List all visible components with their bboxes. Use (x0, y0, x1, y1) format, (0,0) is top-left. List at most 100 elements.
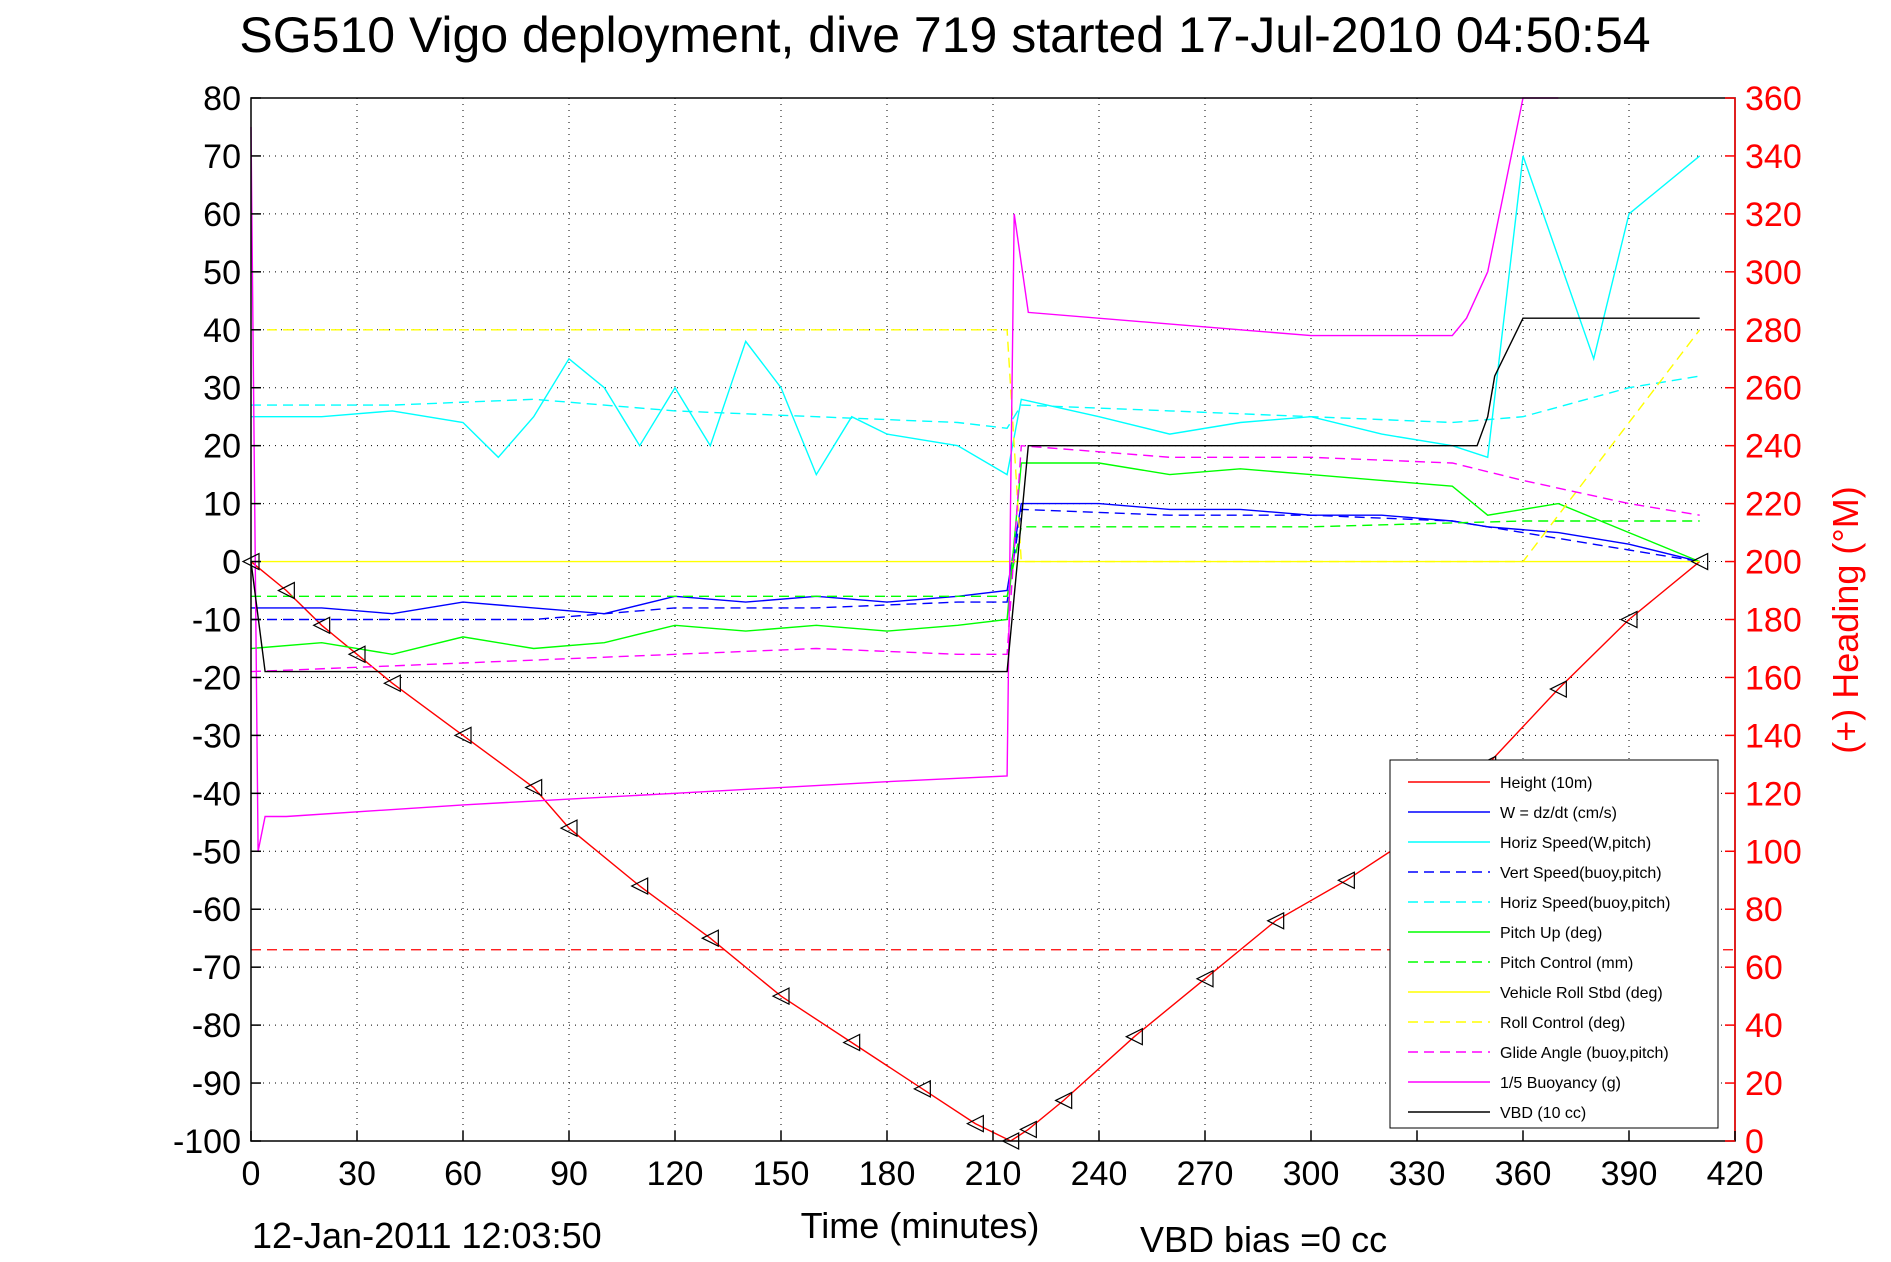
height-marker-23 (1548, 680, 1567, 699)
y-left-tick-label-18: -100 (173, 1123, 241, 1161)
chart-title: SG510 Vigo deployment, dive 719 started … (239, 7, 1650, 63)
x-tick-label-4: 120 (647, 1155, 704, 1193)
y-right-tick-label-0: 360 (1745, 80, 1802, 118)
y-left-tick-label-9: -10 (192, 602, 241, 640)
height-marker-18 (1195, 969, 1214, 988)
x-tick-label-1: 30 (338, 1155, 376, 1193)
y-right-tick-label-8: 200 (1745, 544, 1802, 582)
y-right-tick-label-7: 220 (1745, 486, 1802, 524)
series-line-2 (251, 155, 1701, 477)
y-left-tick-label-1: 70 (203, 138, 241, 176)
y-left-tick-label-16: -80 (192, 1007, 241, 1045)
height-marker-4 (382, 674, 401, 693)
y-left-tick-label-6: 20 (203, 428, 241, 466)
legend-label-7: Vehicle Roll Stbd (deg) (1500, 985, 1663, 1002)
y-left-tick-label-13: -50 (192, 833, 241, 871)
height-marker-9 (700, 929, 719, 948)
legend-label-8: Roll Control (deg) (1500, 1015, 1625, 1032)
series-line-6 (251, 520, 1700, 597)
y-left-tick-label-8: 0 (222, 544, 241, 582)
x-tick-label-7: 210 (965, 1155, 1022, 1193)
y-left-tick-label-15: -70 (192, 949, 241, 987)
x-tick-label-6: 180 (859, 1155, 916, 1193)
x-tick-label-12: 360 (1495, 1155, 1552, 1193)
footer-date: 12-Jan-2011 12:03:50 (252, 1215, 602, 1256)
height-marker-20 (1336, 871, 1355, 890)
x-tick-label-8: 240 (1071, 1155, 1128, 1193)
height-marker-24 (1619, 610, 1638, 629)
y-right-tick-label-5: 260 (1745, 370, 1802, 408)
y-left-tick-label-10: -20 (192, 659, 241, 697)
legend-label-11: VBD (10 cc) (1500, 1105, 1586, 1122)
height-marker-3 (347, 645, 366, 664)
y-right-tick-label-3: 300 (1745, 254, 1802, 292)
x-tick-label-14: 420 (1707, 1155, 1764, 1193)
legend-box (1389, 759, 1719, 1129)
y-left-tick-label-4: 40 (203, 312, 241, 350)
series-line-11 (250, 317, 1700, 673)
series-line-10 (250, 97, 1559, 852)
y-right-tick-label-11: 140 (1745, 717, 1802, 755)
y-right-tick-label-13: 100 (1745, 833, 1802, 871)
y-right-tick-label-2: 320 (1745, 196, 1802, 234)
legend-label-10: 1/5 Buoyancy (g) (1500, 1075, 1621, 1092)
legend-label-1: W = dz/dt (cm/s) (1500, 805, 1617, 822)
y-left-tick-label-17: -90 (192, 1065, 241, 1103)
legend-label-4: Horiz Speed(buoy,pitch) (1500, 895, 1670, 912)
height-marker-7 (559, 819, 578, 838)
y-right-tick-label-17: 20 (1745, 1065, 1783, 1103)
height-marker-25 (1690, 552, 1709, 571)
y-left-tick-label-14: -60 (192, 891, 241, 929)
legend-label-9: Glide Angle (buoy,pitch) (1500, 1045, 1669, 1062)
y-left-tick-label-7: 10 (203, 486, 241, 524)
series-line-9 (250, 444, 1700, 673)
x-axis-ticks: 0 30 60 90 120 150 180 210 240 270 300 330 360 390 420 (242, 1131, 1764, 1193)
y-right-tick-label-14: 80 (1745, 891, 1783, 929)
y-right-tick-label-6: 240 (1745, 428, 1802, 466)
series-line-4 (251, 375, 1700, 430)
height-marker-13 (965, 1114, 984, 1133)
height-marker-15 (1018, 1120, 1037, 1139)
x-tick-label-9: 270 (1177, 1155, 1234, 1193)
legend-label-2: Horiz Speed(W,pitch) (1500, 835, 1651, 852)
height-marker-5 (453, 726, 472, 745)
legend-label-5: Pitch Up (deg) (1500, 925, 1602, 942)
y-right-tick-label-18: 0 (1745, 1123, 1764, 1161)
height-marker-11 (842, 1033, 861, 1052)
y-right-tick-label-10: 160 (1745, 659, 1802, 697)
height-marker-6 (524, 778, 543, 797)
y-right-tick-label-15: 60 (1745, 949, 1783, 987)
x-tick-label-10: 300 (1283, 1155, 1340, 1193)
height-marker-17 (1124, 1027, 1143, 1046)
y-right-tick-label-1: 340 (1745, 138, 1802, 176)
y-left-tick-label-2: 60 (203, 196, 241, 234)
right-axis-ticks: 3603403203002802602402202001801601401201… (1725, 80, 1802, 1161)
height-marker-8 (630, 877, 649, 896)
y-left-tick-label-3: 50 (203, 254, 241, 292)
series-line-8 (251, 329, 1701, 563)
x-tick-label-3: 90 (550, 1155, 588, 1193)
x-tick-label-2: 60 (444, 1155, 482, 1193)
legend-label-0: Height (10m) (1500, 775, 1592, 792)
x-tick-label-11: 330 (1389, 1155, 1446, 1193)
height-marker-10 (771, 987, 790, 1006)
right-axis-label: (+) Heading (°M) (1825, 486, 1866, 753)
y-right-tick-label-4: 280 (1745, 312, 1802, 350)
y-left-tick-label-12: -40 (192, 775, 241, 813)
series-line-5 (250, 462, 1700, 656)
x-tick-label-13: 390 (1601, 1155, 1658, 1193)
height-marker-16 (1054, 1091, 1073, 1110)
marker-group (241, 552, 1709, 1150)
height-marker-1 (276, 581, 295, 600)
y-right-tick-label-12: 120 (1745, 775, 1802, 813)
height-marker-19 (1266, 911, 1285, 930)
height-marker-2 (312, 616, 331, 635)
y-left-tick-label-5: 30 (203, 370, 241, 408)
legend-label-3: Vert Speed(buoy,pitch) (1500, 865, 1662, 882)
x-tick-label-0: 0 (242, 1155, 261, 1193)
y-left-tick-label-0: 80 (203, 80, 241, 118)
footer-vbd-bias: VBD bias =0 cc (1140, 1219, 1387, 1260)
left-axis-ticks: 80 70 60 50 40 30 20 10 0 -10 -20 -30 -40 -50 -60 -70 -8… (173, 80, 261, 1161)
y-right-tick-label-9: 180 (1745, 602, 1802, 640)
